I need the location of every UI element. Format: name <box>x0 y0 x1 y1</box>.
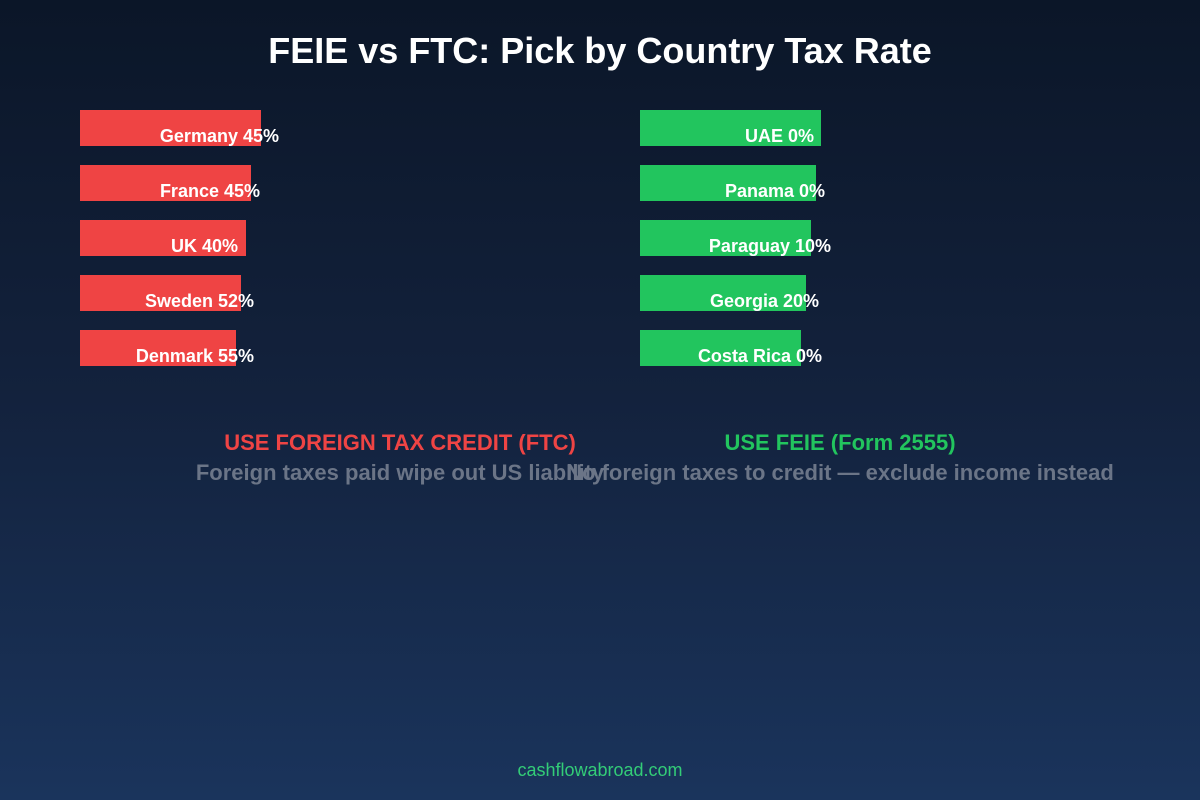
bar-georgia <box>640 275 806 311</box>
bar-denmark <box>80 330 236 366</box>
bar-label: Paraguay 10% <box>709 236 831 256</box>
bar-label: UAE 0% <box>745 126 814 146</box>
ftc-subheading: Foreign taxes paid wipe out US liability <box>196 460 605 485</box>
bar-groups: Germany 45% France 45% UK 40% Sweden 52% Den… <box>80 110 1114 485</box>
feie-subheading: No foreign taxes to credit — exclude inc… <box>566 460 1114 485</box>
feie-heading: USE FEIE (Form 2555) <box>724 430 955 455</box>
ftc-heading: USE FOREIGN TAX CREDIT (FTC) <box>224 430 576 455</box>
group-ftc: Germany 45% France 45% UK 40% Sweden 52% Den… <box>80 110 605 485</box>
bar-label: Costa Rica 0% <box>698 346 822 366</box>
bar-costa-rica <box>640 330 801 366</box>
chart-title: FEIE vs FTC: Pick by Country Tax Rate <box>268 30 932 71</box>
bar-france <box>80 165 251 201</box>
bar-label: UK 40% <box>171 236 238 256</box>
bar-label: Sweden 52% <box>145 291 254 311</box>
bar-label: Denmark 55% <box>136 346 254 366</box>
bar-uk <box>80 220 246 256</box>
bar-paraguay <box>640 220 811 256</box>
bar-germany <box>80 110 261 146</box>
bar-label: Georgia 20% <box>710 291 819 311</box>
bar-sweden <box>80 275 241 311</box>
bar-label: Germany 45% <box>160 126 279 146</box>
bar-panama <box>640 165 816 201</box>
bar-label: France 45% <box>160 181 260 201</box>
bar-uae <box>640 110 821 146</box>
footer-site-link[interactable]: cashflowabroad.com <box>517 760 682 780</box>
group-feie: UAE 0% Panama 0% Paraguay 10% Georgia 20% Co… <box>566 110 1114 485</box>
bar-label: Panama 0% <box>725 181 825 201</box>
